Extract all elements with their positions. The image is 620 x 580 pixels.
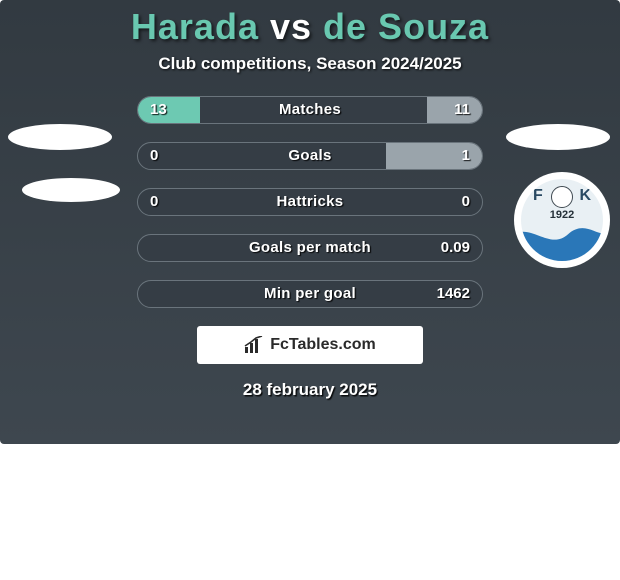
stat-label: Min per goal (138, 281, 482, 307)
stat-row: 13Matches11 (137, 96, 483, 124)
player-a-name: Harada (131, 6, 259, 47)
stat-label: Goals per match (138, 235, 482, 261)
vs-text: vs (270, 6, 312, 47)
title: Harada vs de Souza (0, 0, 620, 48)
stat-label: Matches (138, 97, 482, 123)
brand-badge[interactable]: FcTables.com (197, 326, 423, 364)
stats-card: Harada vs de Souza Club competitions, Se… (0, 0, 620, 444)
stat-value-b: 1462 (437, 281, 470, 307)
stat-row: 0Hattricks0 (137, 188, 483, 216)
bars-icon (244, 336, 264, 354)
stat-rows: 13Matches110Goals10Hattricks0Goals per m… (0, 96, 620, 308)
stat-label: Goals (138, 143, 482, 169)
stat-value-b: 11 (454, 97, 470, 123)
stat-value-b: 0 (462, 189, 470, 215)
stat-row: 0Goals1 (137, 142, 483, 170)
stat-row: Goals per match0.09 (137, 234, 483, 262)
player-b-name: de Souza (323, 6, 489, 47)
date-text: 28 february 2025 (0, 380, 620, 400)
brand-text: FcTables.com (270, 336, 376, 354)
stat-value-b: 1 (462, 143, 470, 169)
stat-value-b: 0.09 (441, 235, 470, 261)
subtitle: Club competitions, Season 2024/2025 (0, 54, 620, 74)
stat-row: Min per goal1462 (137, 280, 483, 308)
stat-label: Hattricks (138, 189, 482, 215)
